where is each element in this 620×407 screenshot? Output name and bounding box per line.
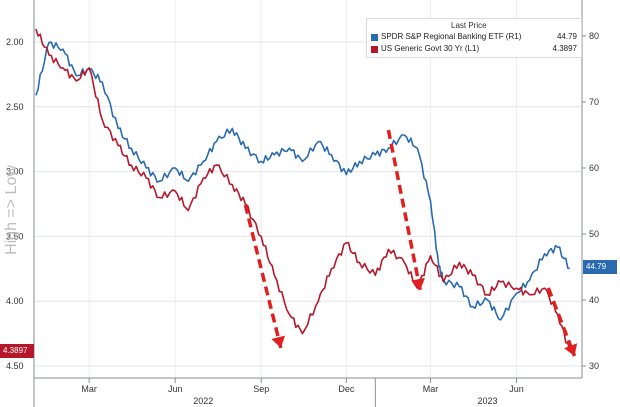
legend-name-banking-etf: SPDR S&P Regional Banking ETF (R1): [381, 32, 522, 41]
legend-swatch-govt-30yr: [371, 46, 378, 53]
annotation-arrow-head: [564, 343, 578, 356]
legend-swatch-banking-etf: [371, 34, 378, 41]
x-tick-label: Mar: [423, 384, 439, 394]
left-tick-label: 4.50: [6, 361, 24, 371]
legend-name-govt-30yr: US Generic Govt 30 Yr (L1): [381, 44, 480, 53]
x-tick-label: Jun: [168, 384, 183, 394]
y-side-label: High => Low: [3, 165, 20, 255]
left-tick-label: 4.00: [6, 296, 24, 306]
right-tick-label: 50: [589, 229, 599, 239]
legend-item-govt-30yr: US Generic Govt 30 Yr (L1) 4.3897: [371, 44, 577, 55]
right-tick-label: 70: [589, 97, 599, 107]
left-tick-label: 3.50: [6, 231, 24, 241]
x-year-label: 2023: [478, 396, 498, 406]
x-tick-label: Mar: [81, 384, 97, 394]
legend-item-banking-etf: SPDR S&P Regional Banking ETF (R1) 44.79: [371, 32, 577, 43]
legend-value-banking-etf: 44.79: [556, 32, 577, 41]
left-tick-label: 2.50: [6, 102, 24, 112]
right-tick-label: 40: [589, 295, 599, 305]
series-line-banking-etf: [35, 41, 570, 321]
annotation-arrow-line: [546, 287, 577, 357]
left-last-value-tag: 4.3897: [0, 344, 34, 358]
left-tick-label: 2.00: [6, 37, 24, 47]
x-tick-label: Jun: [509, 384, 524, 394]
left-tick-label: 3.00: [6, 167, 24, 177]
annotation-arrow-line: [243, 204, 283, 349]
legend-value-govt-30yr: 4.3897: [552, 44, 577, 53]
right-last-value-tag: 44.79: [583, 260, 617, 274]
plot-area: [34, 0, 582, 378]
x-tick-label: Dec: [338, 384, 355, 394]
right-tick-label: 60: [589, 163, 599, 173]
legend-header: Last Price: [451, 21, 487, 30]
x-tick-label: Sep: [253, 384, 269, 394]
right-tick-label: 30: [589, 361, 599, 371]
series-line-govt-30yr: [35, 28, 571, 352]
annotation-arrow-head: [411, 277, 425, 290]
legend: Last Price SPDR S&P Regional Banking ETF…: [366, 18, 582, 58]
right-tick-label: 80: [589, 31, 599, 41]
x-year-label: 2022: [193, 396, 213, 406]
annotation-arrow-head: [271, 335, 286, 348]
